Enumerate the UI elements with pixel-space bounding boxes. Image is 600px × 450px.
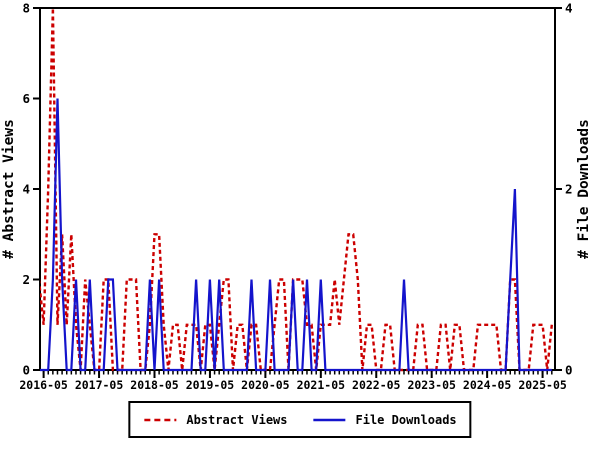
y-tick-label-left: 6 bbox=[22, 91, 30, 106]
x-tick-label: 2024-05 bbox=[463, 378, 512, 392]
x-tick-label: 2025-05 bbox=[518, 378, 567, 392]
x-tick-label: 2021-05 bbox=[297, 378, 346, 392]
y-tick-label-left: 2 bbox=[22, 272, 30, 287]
legend-line-abstract-views bbox=[143, 417, 177, 423]
x-tick-label: 2018-05 bbox=[130, 378, 179, 392]
x-tick-label: 2017-05 bbox=[75, 378, 124, 392]
y-tick-label-right: 2 bbox=[565, 182, 573, 197]
series-file-downloads bbox=[40, 98, 552, 372]
legend-line-file-downloads bbox=[313, 417, 347, 423]
y-tick-label-left: 8 bbox=[22, 1, 30, 16]
plot-border bbox=[39, 7, 556, 371]
series-abstract-views bbox=[40, 7, 553, 372]
y-tick-label-left: 0 bbox=[22, 363, 30, 378]
y-tick-label-right: 0 bbox=[565, 363, 573, 378]
x-tick-label: 2020-05 bbox=[241, 378, 290, 392]
y-tick-label-right: 4 bbox=[565, 1, 573, 16]
x-tick-label: 2019-05 bbox=[186, 378, 235, 392]
y-axis-title-right: # File Downloads bbox=[576, 119, 592, 259]
y-tick-label-left: 4 bbox=[22, 182, 30, 197]
y-axis-title-left: # Abstract Views bbox=[1, 119, 17, 259]
x-tick-label: 2016-05 bbox=[19, 378, 68, 392]
legend: Abstract Views File Downloads bbox=[128, 401, 472, 438]
legend-label-file-downloads: File Downloads bbox=[355, 412, 457, 427]
x-tick-label: 2022-05 bbox=[352, 378, 401, 392]
x-tick-label: 2023-05 bbox=[407, 378, 456, 392]
legend-label-abstract-views: Abstract Views bbox=[186, 412, 288, 427]
